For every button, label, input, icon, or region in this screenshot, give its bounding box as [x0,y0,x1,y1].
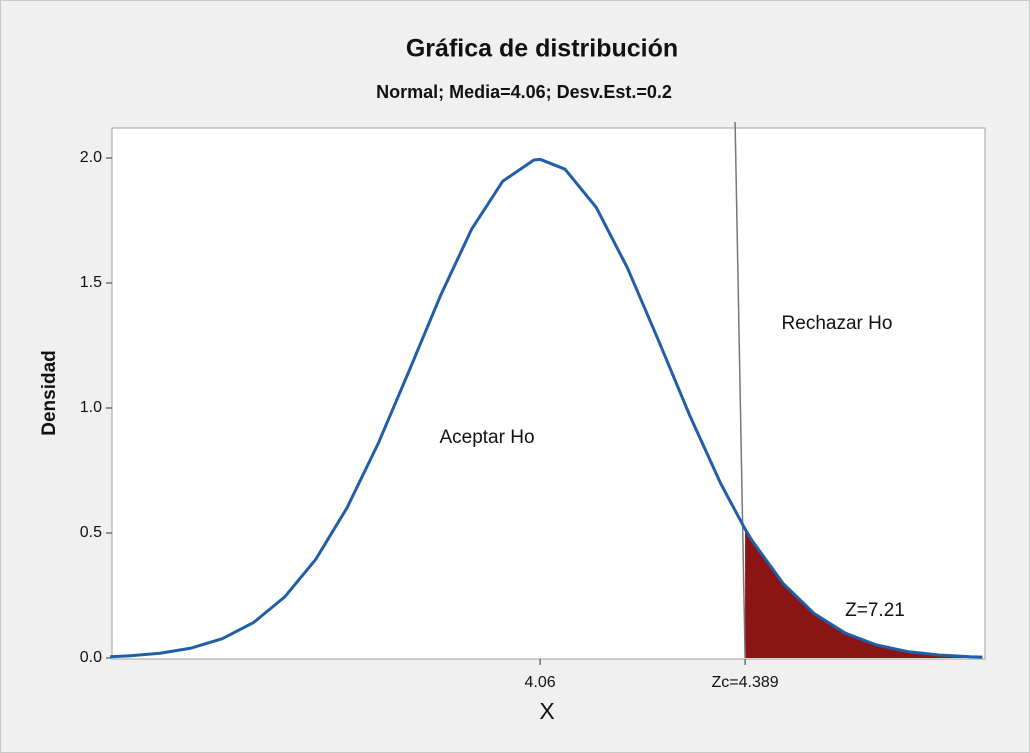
critical-line [734,121,746,659]
annotation: Rechazar Ho [782,313,893,334]
x-tick-label: 4.06 [525,674,556,691]
chart-subtitle: Normal; Media=4.06; Desv.Est.=0.2 [376,82,672,102]
density-curve [110,157,983,659]
x-axis-label: X [539,698,554,724]
y-tick-label: 0.5 [80,524,102,541]
y-tick-label: 2.0 [80,149,102,166]
x-tick-label: Zc=4.389 [712,674,779,691]
chart-title: Gráfica de distribución [406,35,678,63]
annotation: Z=7.21 [845,600,905,621]
y-tick-label: 0.0 [80,649,102,666]
plot-area [111,127,986,660]
y-tick-label: 1.0 [80,399,102,416]
y-tick-label: 1.5 [80,274,102,291]
rejection-area [745,529,983,658]
y-axis-label: Densidad [39,350,60,436]
annotation: Aceptar Ho [439,427,534,448]
